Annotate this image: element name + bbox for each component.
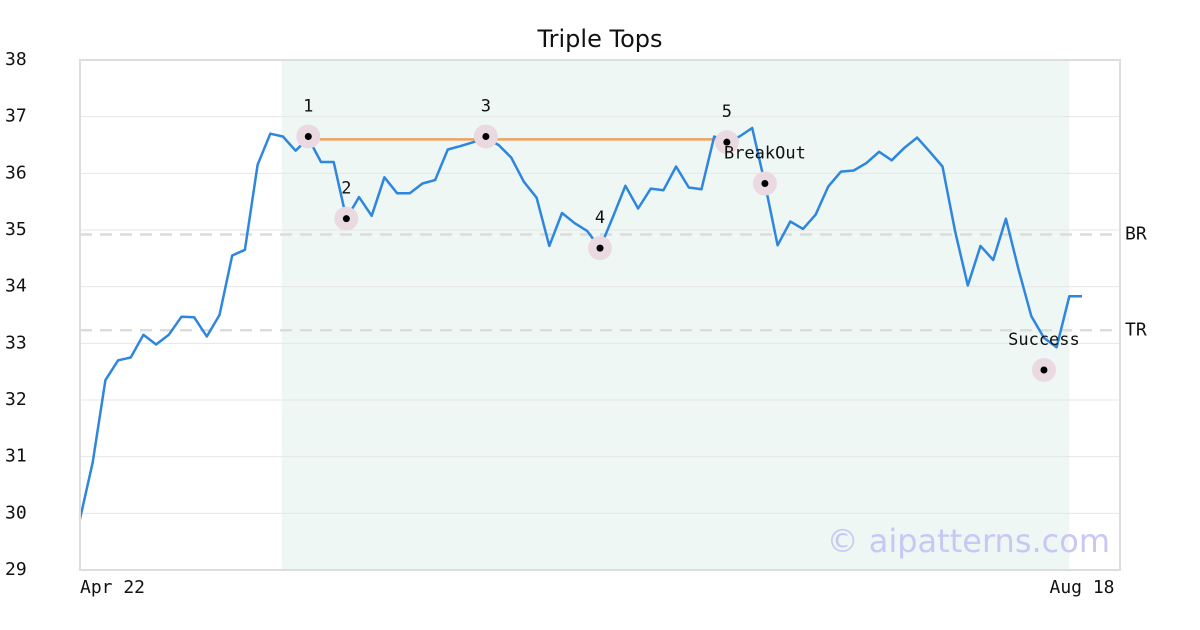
point-label: 2 <box>341 179 351 199</box>
y-tick-label: 29 <box>5 559 27 580</box>
point-label: 5 <box>722 102 732 122</box>
x-tick-label: Apr 22 <box>80 577 145 598</box>
y-tick-label: 32 <box>5 389 27 410</box>
point-dot <box>761 180 769 188</box>
point-label: BreakOut <box>724 144 806 164</box>
y-tick-label: 31 <box>5 446 27 467</box>
y-tick-label: 35 <box>5 219 27 240</box>
x-tick-label: Aug 18 <box>1049 577 1114 598</box>
point-dot <box>482 133 490 140</box>
y-tick-label: 33 <box>5 332 27 353</box>
chart-title: Triple Tops <box>537 25 663 53</box>
price-line <box>78 126 1082 520</box>
y-tick-label: 34 <box>5 276 27 297</box>
y-tick-label: 37 <box>5 106 27 127</box>
point-dot <box>596 244 604 252</box>
point-label: 1 <box>303 97 313 117</box>
point-dot <box>723 138 731 146</box>
point-label: Success <box>1008 330 1080 350</box>
watermark: © aipatterns.com <box>827 522 1110 560</box>
point-dot <box>1040 366 1048 374</box>
level-label: BR <box>1125 224 1147 245</box>
pattern-region <box>281 60 1070 570</box>
y-tick-label: 36 <box>5 162 27 183</box>
y-tick-label: 38 <box>5 49 27 70</box>
y-tick-label: 30 <box>5 502 27 523</box>
level-label: TR <box>1125 319 1147 340</box>
point-label: 3 <box>481 97 491 117</box>
point-dot <box>304 133 312 140</box>
point-dot <box>342 215 350 223</box>
plot-frame <box>79 59 1121 571</box>
point-label: 4 <box>595 208 605 228</box>
